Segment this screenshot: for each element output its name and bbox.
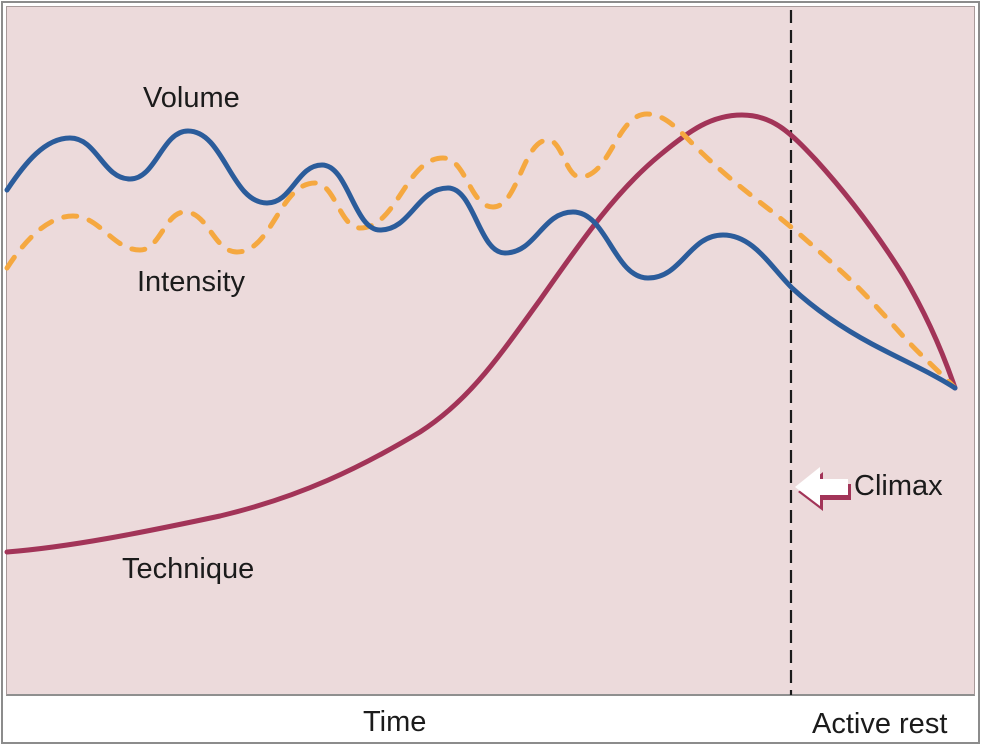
technique-label: Technique bbox=[122, 553, 255, 585]
x-axis-label-active-rest: Active rest bbox=[812, 708, 948, 740]
volume-label: Volume bbox=[143, 82, 240, 114]
climax-label: Climax bbox=[854, 470, 943, 502]
intensity-label: Intensity bbox=[137, 266, 245, 298]
intensity-curve bbox=[4, 111, 957, 390]
technique-curve bbox=[4, 112, 958, 555]
plot-area bbox=[6, 6, 975, 696]
x-axis-label-time: Time bbox=[363, 706, 427, 738]
volume-curve bbox=[4, 128, 958, 391]
climax-arrow-icon bbox=[795, 467, 848, 506]
